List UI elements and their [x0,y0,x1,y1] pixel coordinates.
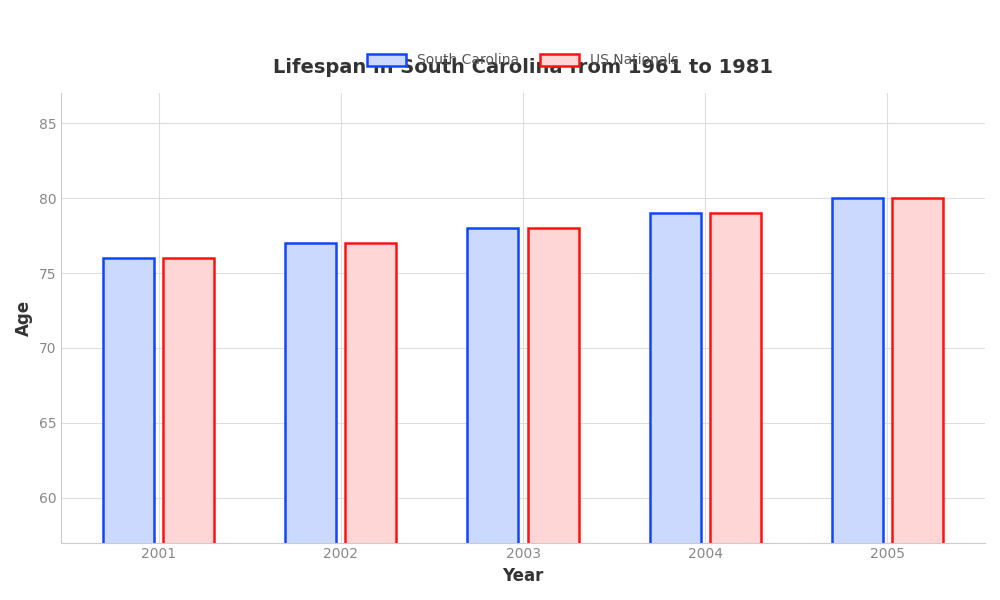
X-axis label: Year: Year [502,567,544,585]
Bar [345,243,396,600]
Bar [467,228,518,600]
Bar [650,213,701,600]
Bar [285,243,336,600]
Bar [710,213,761,600]
Bar [528,228,579,600]
Bar [103,258,154,600]
Bar [832,198,883,600]
Bar [892,198,943,600]
Bar [163,258,214,600]
Title: Lifespan in South Carolina from 1961 to 1981: Lifespan in South Carolina from 1961 to … [273,58,773,77]
Legend: South Carolina, US Nationals: South Carolina, US Nationals [360,47,686,74]
Y-axis label: Age: Age [15,300,33,336]
